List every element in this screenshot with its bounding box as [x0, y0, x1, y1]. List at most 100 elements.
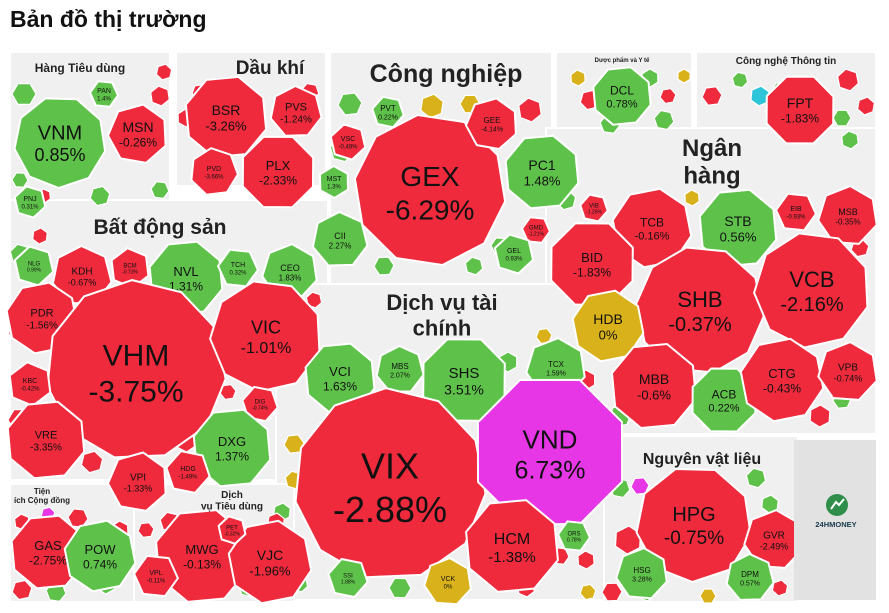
- sector-label-tien-ich: Tiện: [34, 487, 50, 496]
- stock-ticker: SHS: [449, 365, 480, 382]
- stock-cell-vsc[interactable]: VSC-0.49%: [329, 123, 367, 161]
- stock-ticker: SSI: [343, 573, 353, 579]
- stock-change: 1.88%: [341, 579, 356, 585]
- filler-cell: [518, 97, 542, 123]
- stock-ticker: KDH: [71, 267, 92, 278]
- stock-cell-gex[interactable]: GEX-6.29%: [353, 113, 507, 267]
- stock-change: -2.16%: [780, 294, 844, 316]
- stock-change: 1.83%: [279, 273, 302, 282]
- filler-cell: [653, 109, 675, 131]
- stock-cell-fpt[interactable]: FPT-1.83%: [765, 75, 835, 145]
- filler-cell: [337, 92, 363, 116]
- stock-cell-shape: [13, 97, 107, 190]
- stock-ticker: VCK: [441, 576, 456, 583]
- stock-cell-shape: [6, 400, 86, 480]
- stock-ticker: HPG: [672, 504, 715, 526]
- stock-cell-shape: [165, 450, 211, 494]
- stock-cell-dcl[interactable]: DCL 0.78%: [592, 66, 652, 126]
- filler-cell: [659, 87, 677, 105]
- stock-cell-shape: [774, 192, 818, 232]
- stock-ticker: VHM: [103, 340, 170, 373]
- stock-cell-plx[interactable]: PLX-2.33%: [241, 135, 315, 209]
- filler-cell: [373, 256, 395, 276]
- stock-change: -1.83%: [781, 112, 819, 126]
- stock-cell-hdg[interactable]: HDG-1.49%: [165, 450, 211, 494]
- stock-cell-msb[interactable]: MSB-0.35%: [817, 184, 878, 245]
- stock-cell-shape: [269, 84, 323, 137]
- stock-cell-shape: [464, 97, 517, 151]
- stock-cell-vcb[interactable]: VCB-2.16%: [753, 232, 869, 349]
- stock-cell-vre[interactable]: VRE-3.35%: [6, 400, 86, 480]
- stock-cell-vpb[interactable]: VPB-0.74%: [817, 340, 878, 401]
- stock-change: -3.66%: [204, 174, 224, 180]
- stock-cell-hpg[interactable]: HPG-0.75%: [635, 467, 752, 584]
- filler-cell: [841, 130, 859, 150]
- stock-cell-vpi[interactable]: VPI-1.33%: [106, 451, 167, 512]
- stock-cell-vic[interactable]: VIC -1.01%: [209, 280, 321, 393]
- filler-cell: [11, 172, 29, 188]
- stock-change: -0.37%: [668, 314, 732, 336]
- stock-cell-ctg[interactable]: CTG-0.43%: [739, 337, 825, 423]
- stock-cell-vix[interactable]: VIX-2.88%: [294, 387, 487, 579]
- stock-cell-vib[interactable]: VIB-1.26%: [579, 193, 609, 223]
- stock-ticker: HDB: [593, 311, 623, 327]
- stock-ticker: GEL: [507, 248, 521, 255]
- stock-cell-gee[interactable]: GEE-4.14%: [464, 97, 517, 151]
- stock-cell-shape: [423, 556, 472, 606]
- stock-change: -6.29%: [386, 194, 475, 225]
- stock-cell-eib[interactable]: EIB-0.93%: [774, 192, 818, 232]
- stock-cell-shape: [635, 246, 765, 374]
- stock-ticker: NLG: [28, 261, 41, 267]
- stock-cell-kbc[interactable]: KBC-0.42%: [8, 361, 52, 407]
- stock-cell-bid[interactable]: BID-1.83%: [550, 222, 634, 306]
- stock-cell-dig[interactable]: DIG-0.74%: [241, 385, 279, 423]
- stock-cell-pvs[interactable]: PVS-1.24%: [269, 84, 323, 137]
- stock-ticker: VIB: [589, 203, 599, 209]
- stock-cell-bcm[interactable]: BCM-0.73%: [110, 247, 150, 289]
- stock-change: -1.56%: [26, 321, 58, 332]
- stock-change: 2.27%: [329, 241, 352, 250]
- stock-ticker: CEO: [280, 263, 300, 273]
- stock-ticker: TCB: [640, 215, 664, 229]
- stock-cell-shape: [698, 188, 778, 268]
- stock-cell-vjc[interactable]: VJC-1.96%: [227, 519, 313, 605]
- stock-cell-bsr[interactable]: BSR-3.26%: [184, 75, 268, 159]
- stock-cell-gmd[interactable]: GMD-1.21%: [520, 216, 552, 244]
- stock-cell-pet[interactable]: PET-0.32%: [217, 515, 247, 545]
- stock-ticker: GEX: [400, 161, 459, 192]
- stock-cell-vpl[interactable]: VPL-0.11%: [132, 554, 180, 598]
- stock-change: -0.75%: [664, 528, 724, 549]
- stock-cell-vhm[interactable]: VHM-3.75%: [46, 279, 227, 459]
- stock-cell-shape: [739, 337, 825, 423]
- stock-cell-msn[interactable]: MSN-0.26%: [106, 103, 167, 164]
- stock-ticker: MST: [327, 176, 343, 183]
- stock-cell-hcm[interactable]: HCM-1.38%: [465, 499, 559, 593]
- stock-cell-shb[interactable]: SHB-0.37%: [635, 246, 765, 374]
- stock-cell-mbb[interactable]: MBB-0.6%: [610, 342, 698, 430]
- stock-ticker: VNM: [38, 122, 82, 144]
- stock-cell-gas[interactable]: GAS-2.75%: [10, 514, 86, 590]
- stock-cell-pvd[interactable]: PVD-3.66%: [190, 147, 240, 196]
- stock-ticker: DXG: [218, 434, 246, 449]
